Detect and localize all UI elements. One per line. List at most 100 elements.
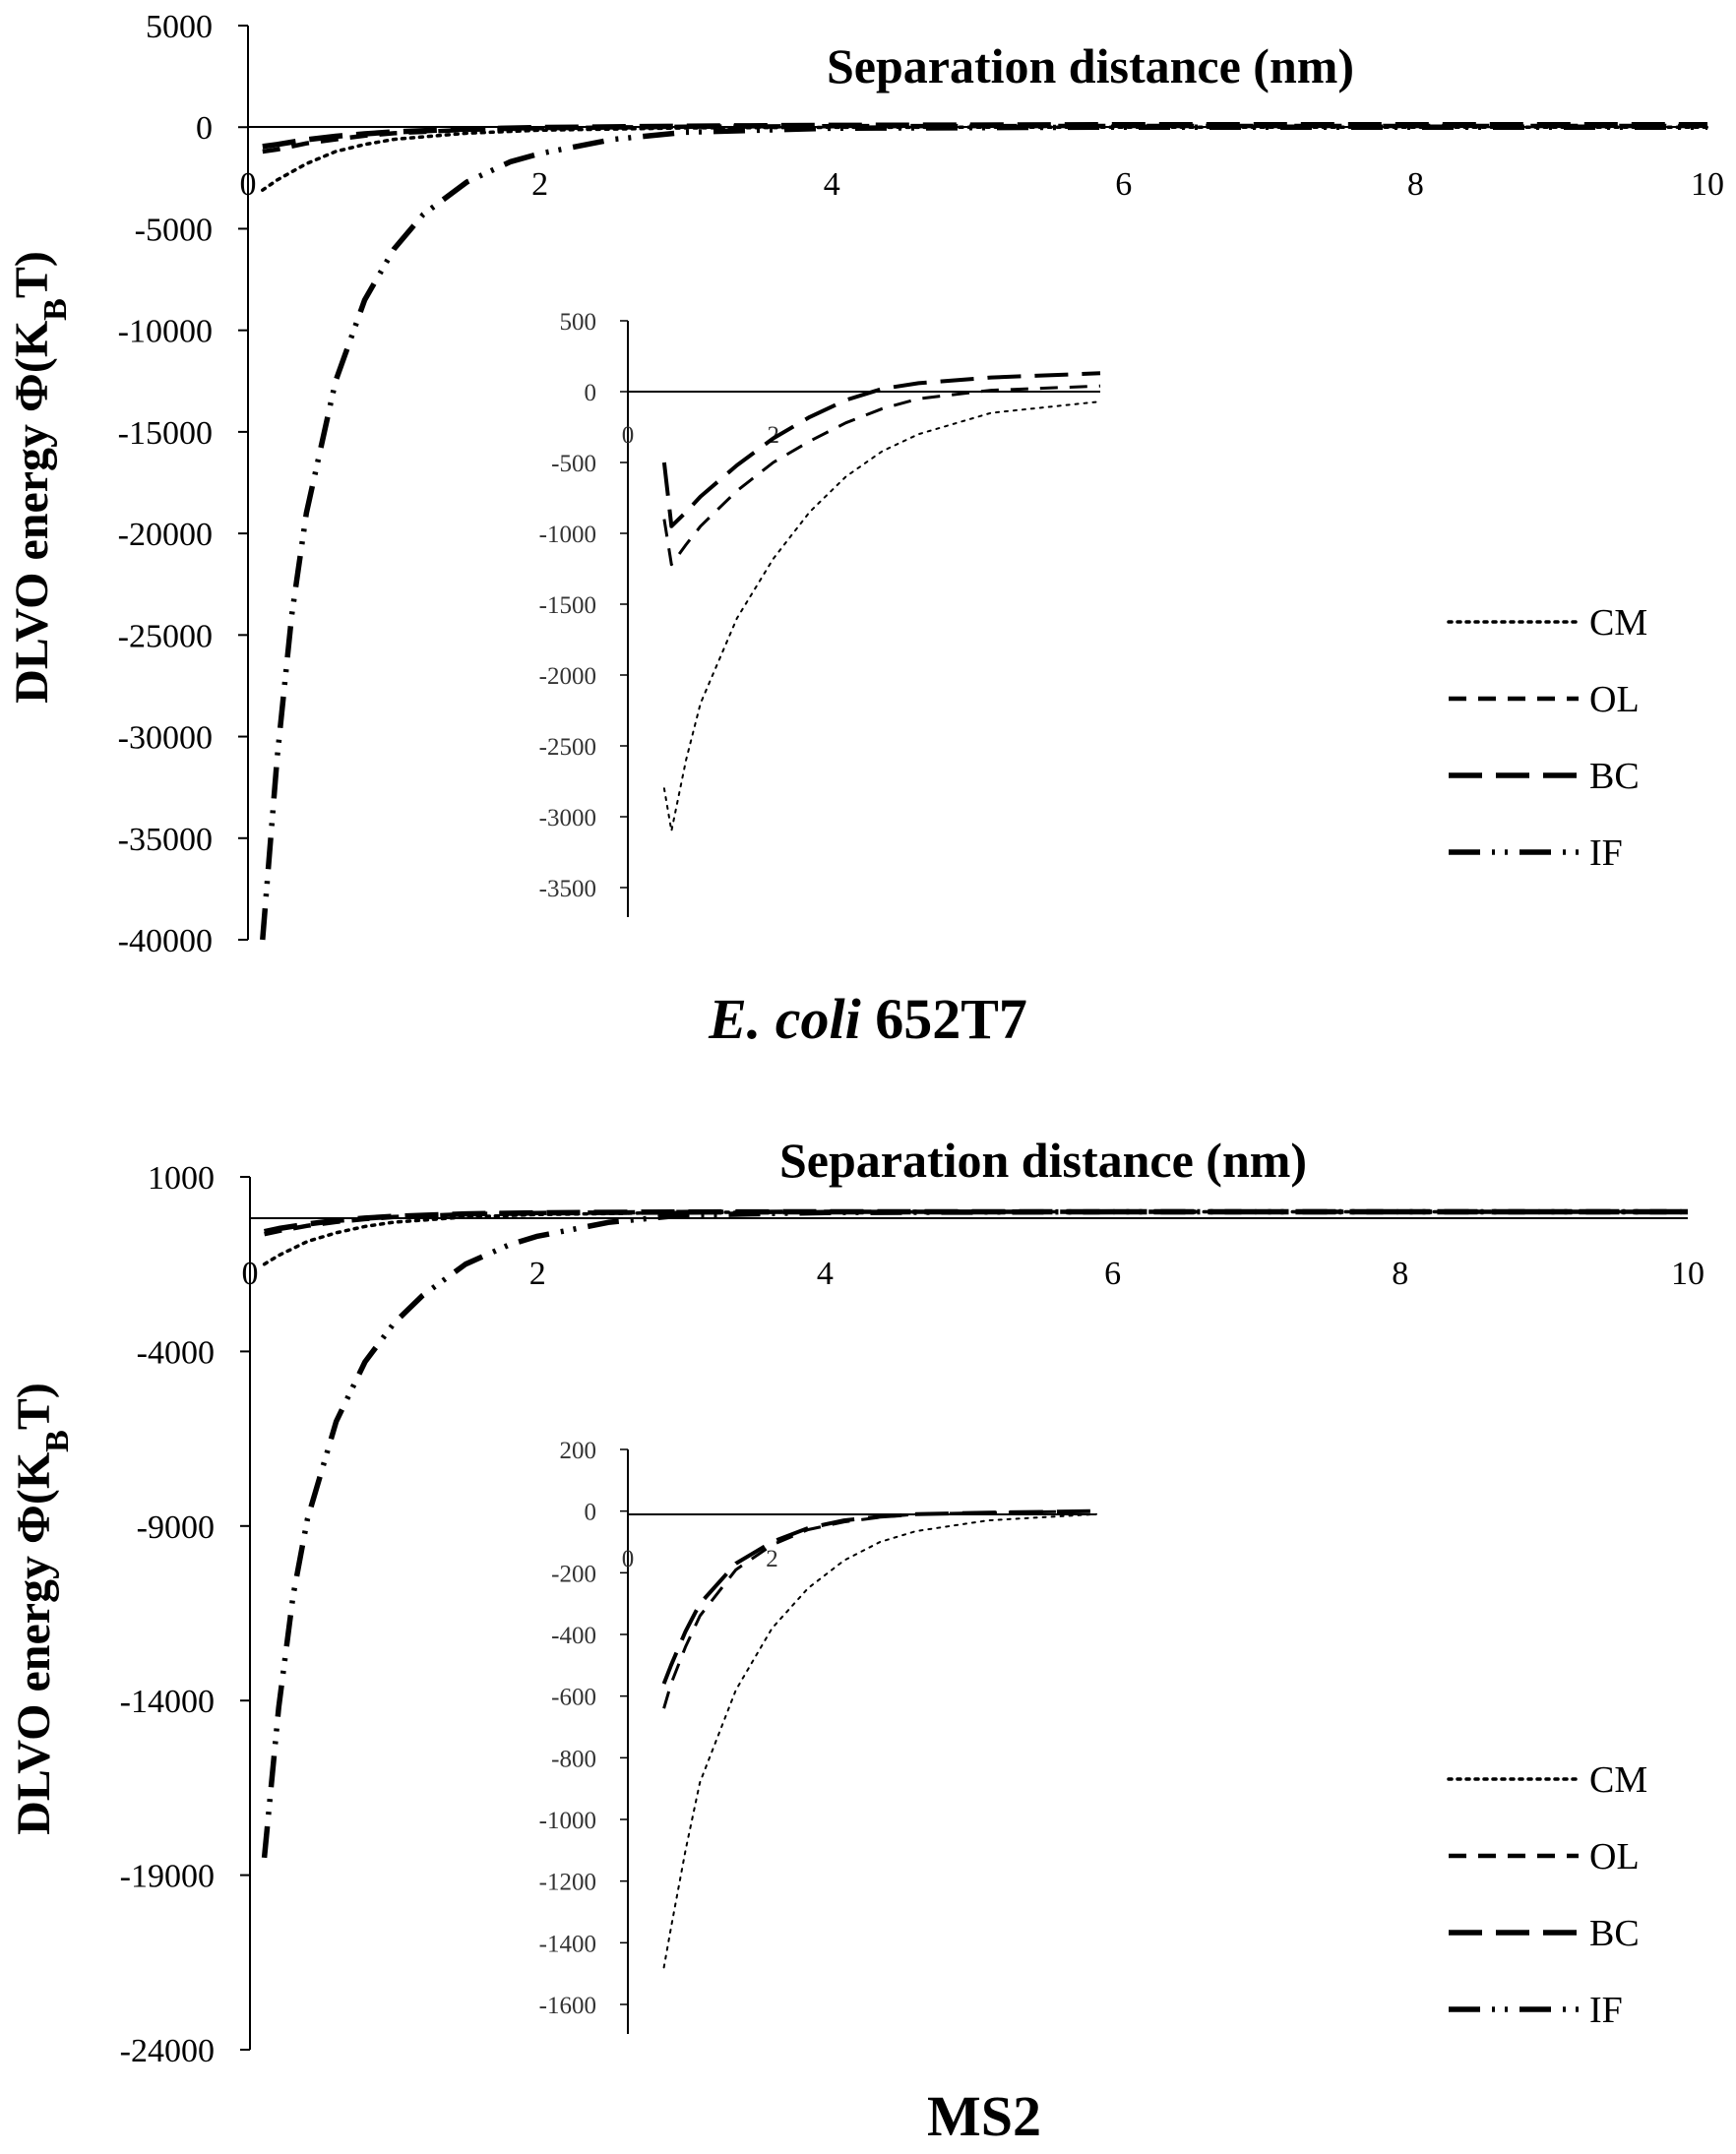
inset-y-tick-label: -1500 (539, 592, 596, 619)
series-line-bc (262, 121, 1707, 150)
legend-label-if: IF (1589, 1990, 1623, 2031)
x-tick-label: 0 (242, 1256, 259, 1292)
series-line-if (260, 124, 1707, 941)
inset-y-tick-label: -1400 (539, 1931, 596, 1957)
y-tick-label: -24000 (120, 2033, 215, 2069)
inset-y-tick-label: 0 (585, 1500, 597, 1526)
inset-y-tick-label: 500 (560, 309, 597, 336)
y-axis-label-subscript: B (37, 298, 74, 321)
inset-x-tick-label: 0 (622, 1546, 635, 1572)
inset-chart: 200 0 -200 -400 -600 -800 -1000 -1200 -1400 -1600… (539, 1438, 1097, 2034)
y-tick-label: -15000 (118, 415, 213, 452)
inset-series-line-bc (661, 1508, 1097, 1685)
y-tick-label: 1000 (148, 1160, 215, 1197)
caption-rest: MS2 (927, 2084, 1041, 2148)
y-tick-label: -40000 (118, 923, 213, 959)
main-series-lines (261, 1208, 1690, 1859)
series-line-cm (262, 1209, 1690, 1266)
inset-x-tick-label: 0 (622, 422, 635, 449)
x-tick-label: 10 (1691, 166, 1724, 203)
y-axis-label-main: DLVO energy Φ(K (8, 1452, 60, 1835)
inset-y-tick-label: -2500 (539, 734, 596, 761)
caption-rest: 652T7 (861, 987, 1027, 1051)
inset-y-tick-label: -500 (551, 451, 596, 477)
inset-y-tick-label: -1200 (539, 1870, 596, 1896)
legend: CM OL BC IF (1447, 1759, 1647, 2031)
series-line-cm (261, 125, 1709, 192)
inset-series-line-cm (662, 1512, 1097, 1969)
series-line-ol (264, 1209, 1688, 1237)
y-tick-label: -30000 (118, 720, 213, 757)
inset-y-tick-label: -600 (551, 1685, 596, 1711)
y-tick-labels: 1000 -4000 -9000 -14000 -19000 -24000 (120, 1160, 250, 2069)
inset-y-tick-label: -400 (551, 1623, 596, 1649)
y-axis-label: DLVO energy Φ(KBT) (6, 251, 74, 704)
chart-panel-ms2: 1000-4000-9000-14000-19000-24000 0 2 4 6 8 10… (8, 1133, 1705, 2148)
x-tick-label: 0 (240, 166, 257, 203)
x-tick-label: 8 (1392, 1256, 1408, 1292)
x-tick-labels: 0 2 4 6 8 10 (242, 1256, 1705, 1292)
inset-y-tick-label: -3000 (539, 805, 596, 831)
inset-y-tick-label: -200 (551, 1561, 596, 1587)
x-tick-label: 6 (1115, 166, 1132, 203)
y-tick-labels: 5000 0 -5000 -10000 -15000 -20000 -25000 -30000… (118, 9, 248, 959)
y-axis-label: DLVO energy Φ(KBT) (8, 1383, 76, 1835)
panel-caption: MS2 (927, 2084, 1041, 2148)
y-tick-label: -5000 (135, 212, 213, 248)
y-tick-label: -19000 (120, 1859, 215, 1895)
inset-y-tick-label: 0 (585, 380, 597, 406)
y-tick-label: -9000 (137, 1509, 215, 1546)
inset-y-tick-labels: 500 0 -500 -1000 -1500 -2000 -2500 -3000 -3500 (539, 309, 628, 902)
inset-chart: 500 0 -500 -1000 -1500 -2000 -2500 -3000 -3500 0… (539, 309, 1101, 917)
legend: CM OL BC IF (1447, 602, 1647, 874)
inset-y-tick-label: 200 (560, 1438, 597, 1464)
inset-y-tick-labels: 200 0 -200 -400 -600 -800 -1000 -1200 -1400 -1600 (539, 1438, 628, 2019)
y-tick-label: -25000 (118, 618, 213, 654)
y-tick-label: 5000 (146, 9, 213, 45)
series-line-if (261, 1208, 1688, 1859)
series-line-bc (264, 1208, 1688, 1235)
inset-y-tick-label: -800 (551, 1746, 596, 1772)
inset-series-line-ol (662, 384, 1101, 567)
y-axis-label-subscript: B (39, 1430, 76, 1452)
legend-label-if: IF (1589, 832, 1623, 874)
legend-label-bc: BC (1589, 1913, 1640, 1954)
inset-x-tick-label: 2 (766, 1546, 778, 1572)
series-line-ol (262, 123, 1707, 154)
y-tick-label: -35000 (118, 822, 213, 858)
y-tick-label: -20000 (118, 517, 213, 553)
x-axis-label: Separation distance (nm) (827, 38, 1354, 93)
legend-label-bc: BC (1589, 756, 1640, 797)
legend-label-ol: OL (1589, 679, 1640, 720)
y-tick-label: 0 (196, 110, 213, 147)
x-tick-label: 2 (529, 1256, 546, 1292)
inset-series-line-bc (661, 371, 1101, 528)
legend-label-cm: CM (1589, 1759, 1647, 1801)
inset-series-lines (661, 1508, 1097, 1969)
y-axis-label-main: DLVO energy Φ(K (6, 321, 58, 704)
inset-y-tick-label: -1000 (539, 522, 596, 548)
inset-series-line-ol (662, 1509, 1097, 1709)
caption-italic: E. coli (708, 987, 861, 1051)
chart-panel-ecoli: 50000-5000-10000-15000-20000-25000-30000… (6, 9, 1724, 1051)
x-tick-label: 6 (1104, 1256, 1121, 1292)
y-axis-label-end: T) (8, 1383, 60, 1430)
y-tick-label: -14000 (120, 1684, 215, 1720)
inset-y-tick-label: -1600 (539, 1993, 596, 2019)
inset-series-line-cm (662, 400, 1101, 832)
x-axis-label: Separation distance (nm) (779, 1133, 1307, 1188)
inset-series-lines (661, 371, 1101, 832)
inset-y-tick-label: -1000 (539, 1808, 596, 1834)
x-tick-label: 4 (817, 1256, 834, 1292)
y-tick-label: -10000 (118, 314, 213, 350)
x-tick-label: 8 (1407, 166, 1424, 203)
main-series-lines (260, 121, 1709, 941)
panel-caption: E. coli 652T7 (708, 987, 1027, 1051)
legend-label-ol: OL (1589, 1836, 1640, 1877)
x-tick-label: 10 (1671, 1256, 1705, 1292)
x-tick-labels: 0 2 4 6 8 10 (240, 166, 1725, 203)
inset-y-tick-label: -2000 (539, 663, 596, 690)
